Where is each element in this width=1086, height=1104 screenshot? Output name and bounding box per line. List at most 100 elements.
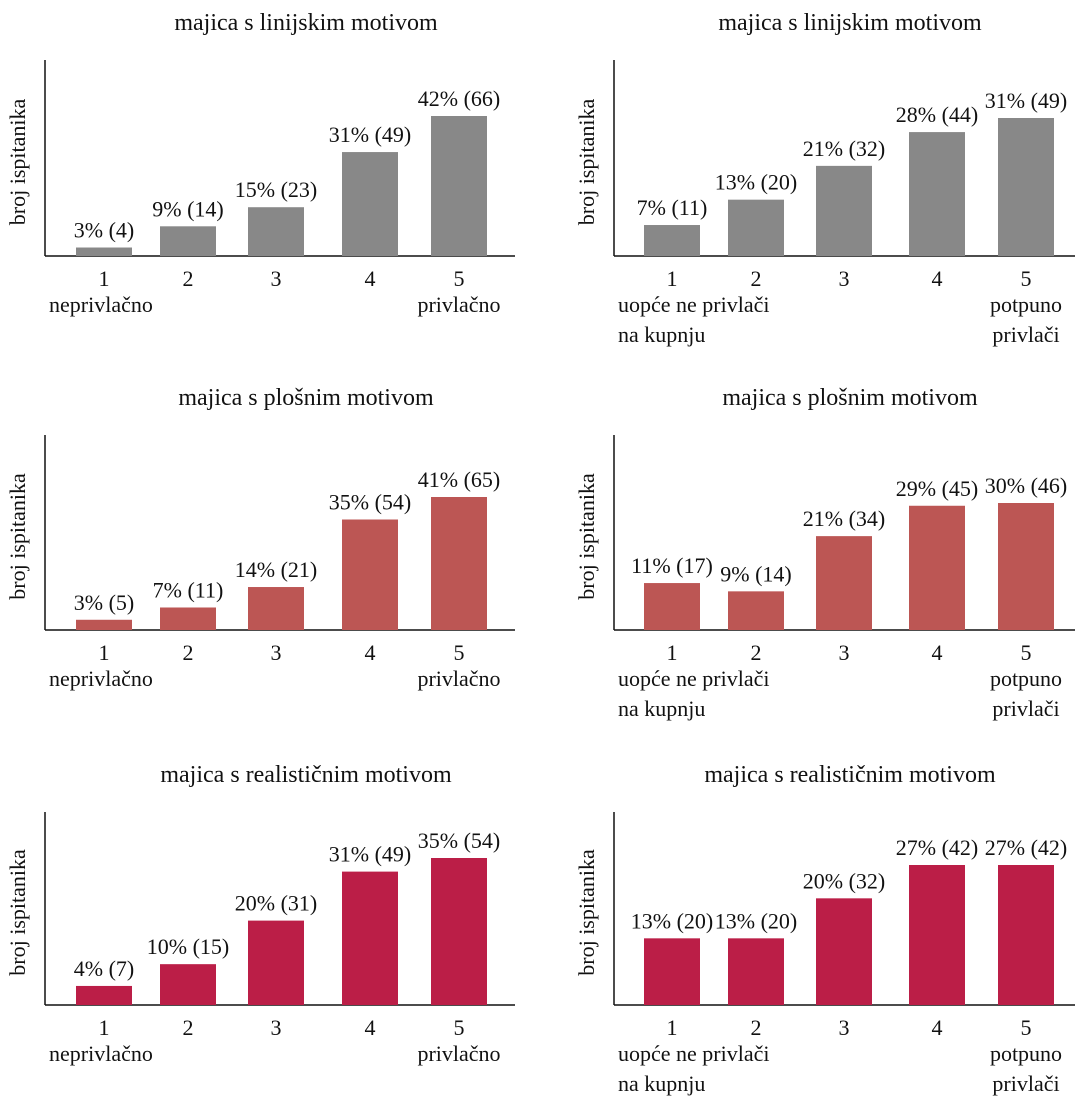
chart-title: majica s plošnim motivom — [722, 385, 978, 411]
data-label: 20% (32) — [803, 868, 885, 893]
data-label: 41% (65) — [418, 467, 500, 492]
bar — [728, 938, 784, 1005]
scale-high-label: privlači — [992, 322, 1059, 347]
x-tick-label: 4 — [932, 1015, 943, 1040]
x-tick-label: 5 — [1021, 1015, 1032, 1040]
scale-high-label: privlačno — [417, 292, 500, 317]
scale-high-label: potpuno — [990, 1041, 1062, 1066]
x-tick-label: 2 — [183, 640, 194, 665]
y-axis-label: broj ispitanika — [5, 99, 30, 226]
x-tick-label: 5 — [1021, 266, 1032, 291]
x-tick-label: 1 — [99, 266, 110, 291]
y-axis-label: broj ispitanika — [574, 473, 599, 600]
x-tick-label: 5 — [1021, 640, 1032, 665]
bar — [644, 938, 700, 1005]
scale-high-label: privlačno — [417, 666, 500, 691]
x-tick-label: 2 — [751, 1015, 762, 1040]
bar — [816, 165, 872, 256]
scale-low-label: na kupnju — [618, 322, 705, 347]
y-axis-label: broj ispitanika — [5, 849, 30, 976]
x-tick-label: 2 — [183, 1015, 194, 1040]
data-label: 14% (21) — [235, 557, 317, 582]
scale-low-label: neprivlačno — [49, 1041, 153, 1066]
x-tick-label: 3 — [271, 1015, 282, 1040]
data-label: 4% (7) — [74, 956, 134, 981]
chart-title: majica s linijskim motivom — [174, 10, 438, 36]
scale-low-label: neprivlačno — [49, 666, 153, 691]
x-tick-label: 4 — [365, 266, 376, 291]
y-axis-label: broj ispitanika — [5, 473, 30, 600]
chart-title: majica s plošnim motivom — [178, 385, 434, 411]
bar-chart-panel: majica s linijskim motivom broj ispitanik… — [574, 10, 1075, 347]
x-tick-label: 3 — [271, 266, 282, 291]
x-tick-label: 4 — [932, 640, 943, 665]
chart-title: majica s realističnim motivom — [160, 762, 452, 788]
bar — [909, 132, 965, 256]
bar-chart-panel: majica s plošnim motivom broj ispitanika 3… — [5, 385, 515, 691]
data-label: 13% (20) — [631, 908, 713, 933]
x-tick-label: 1 — [667, 1015, 678, 1040]
x-tick-label: 1 — [99, 1015, 110, 1040]
scale-high-label: potpuno — [990, 292, 1062, 317]
x-tick-label: 1 — [99, 640, 110, 665]
data-label: 7% (11) — [637, 195, 708, 220]
scale-low-label: na kupnju — [618, 696, 705, 721]
scale-high-label: potpuno — [990, 666, 1062, 691]
bar — [160, 607, 216, 630]
scale-high-label: privlačno — [417, 1041, 500, 1066]
data-label: 35% (54) — [418, 828, 500, 853]
data-label: 21% (34) — [803, 506, 885, 531]
x-tick-label: 3 — [271, 640, 282, 665]
data-label: 13% (20) — [715, 908, 797, 933]
bar — [644, 583, 700, 630]
data-label: 10% (15) — [147, 934, 229, 959]
bar — [248, 920, 304, 1005]
scale-low-label: na kupnju — [618, 1071, 705, 1096]
bar — [342, 519, 398, 630]
data-label: 3% (5) — [74, 590, 134, 615]
x-tick-label: 5 — [454, 1015, 465, 1040]
x-tick-label: 3 — [839, 266, 850, 291]
x-tick-label: 2 — [183, 266, 194, 291]
x-tick-label: 1 — [667, 266, 678, 291]
scale-high-label: privlači — [992, 696, 1059, 721]
bar — [160, 226, 216, 256]
scale-low-label: uopće ne privlači — [618, 292, 770, 317]
x-tick-label: 5 — [454, 640, 465, 665]
scale-low-label: uopće ne privlači — [618, 666, 770, 691]
data-label: 31% (49) — [329, 122, 411, 147]
x-tick-label: 4 — [932, 266, 943, 291]
bar — [998, 118, 1054, 256]
data-label: 20% (31) — [235, 891, 317, 916]
data-label: 3% (4) — [74, 218, 134, 243]
chart-title: majica s realističnim motivom — [704, 762, 996, 788]
bar — [248, 587, 304, 630]
bar-chart-panel: majica s linijskim motivom broj ispitanik… — [5, 10, 515, 317]
x-tick-label: 3 — [839, 640, 850, 665]
data-label: 42% (66) — [418, 86, 500, 111]
bar — [76, 619, 132, 630]
bar — [431, 858, 487, 1005]
data-label: 9% (14) — [720, 561, 791, 586]
bar-chart-panel: majica s plošnim motivom broj ispitanika 1… — [574, 385, 1075, 721]
chart-title: majica s linijskim motivom — [718, 10, 982, 36]
data-label: 28% (44) — [896, 102, 978, 127]
data-label: 30% (46) — [985, 473, 1067, 498]
data-label: 29% (45) — [896, 476, 978, 501]
x-tick-label: 4 — [365, 640, 376, 665]
bar — [728, 591, 784, 630]
scale-low-label: neprivlačno — [49, 292, 153, 317]
bar-chart-panel: majica s realističnim motivom broj ispita… — [574, 762, 1075, 1096]
data-label: 31% (49) — [329, 842, 411, 867]
bar — [998, 865, 1054, 1005]
bar — [342, 871, 398, 1005]
bar — [248, 207, 304, 256]
bar — [160, 964, 216, 1005]
data-label: 27% (42) — [985, 835, 1067, 860]
scale-high-label: privlači — [992, 1071, 1059, 1096]
x-tick-label: 1 — [667, 640, 678, 665]
data-label: 11% (17) — [631, 553, 713, 578]
x-tick-label: 2 — [751, 640, 762, 665]
data-label: 7% (11) — [153, 577, 224, 602]
data-label: 9% (14) — [152, 196, 223, 221]
